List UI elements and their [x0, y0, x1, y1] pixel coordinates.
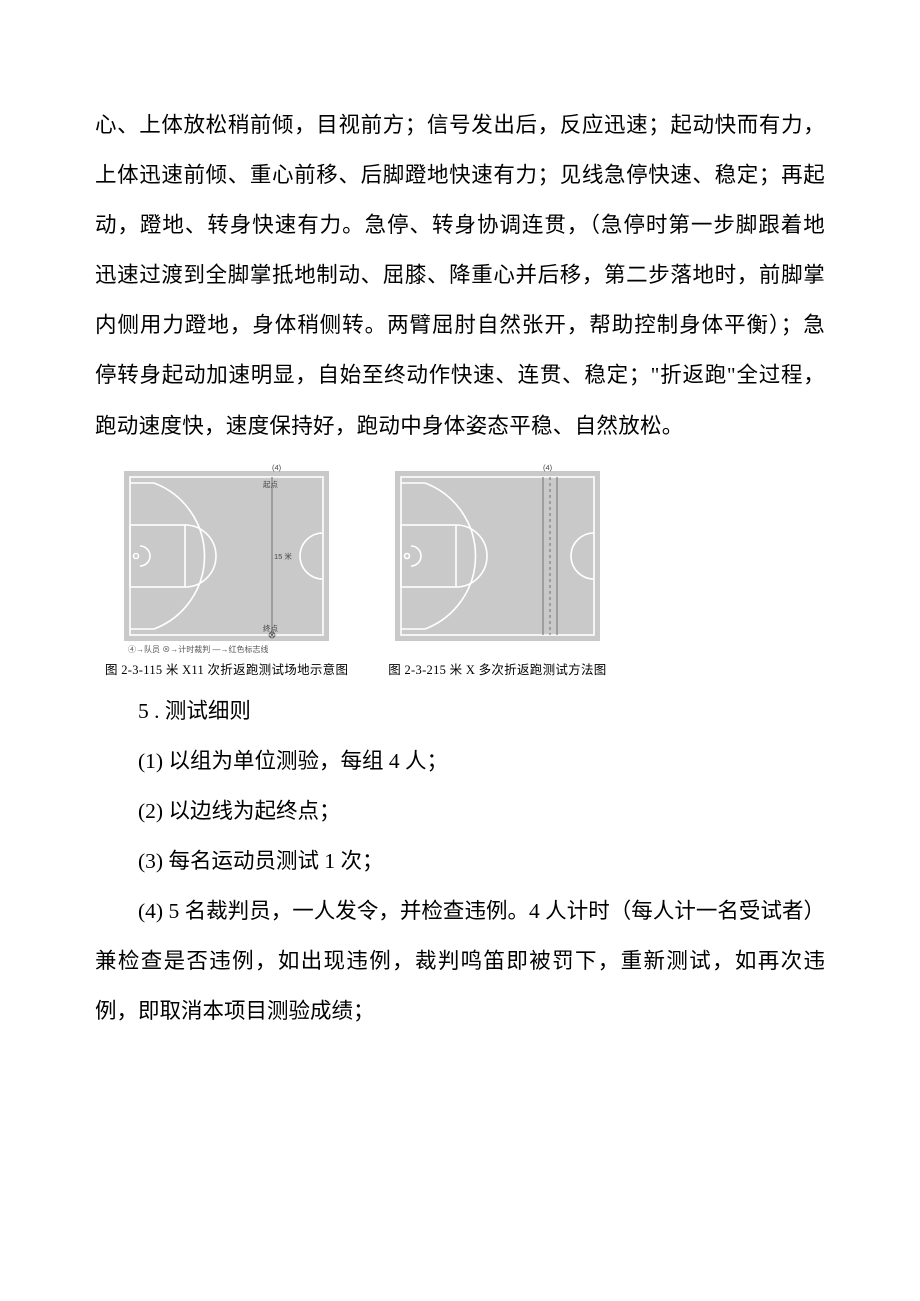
- fig1-end-label: 终点: [263, 623, 278, 633]
- fig1-legend: ④→队员 ⊗→计时裁判 —→红色标志线: [128, 644, 268, 654]
- main-paragraph: 心、上体放松稍前倾，目视前方；信号发出后，反应迅速；起动快而有力，上体迅速前倾、…: [95, 100, 825, 451]
- fig2-top-label: (4): [543, 463, 553, 472]
- outer-area: [124, 471, 329, 641]
- test-rule-3: (3) 每名运动员测试 1 次；: [95, 836, 825, 886]
- fig1-top-label: (4): [272, 463, 282, 472]
- figure-2: (4) 图 2-3-215 米 X 多次折返跑测试方法图: [388, 463, 606, 678]
- test-rule-1: (1) 以组为单位测验，每组 4 人；: [95, 736, 825, 786]
- figure-row: (4) 起点 15 米 终点 ④→队员 ⊗→: [105, 463, 825, 678]
- court-diagram-2: (4): [395, 463, 600, 655]
- fig1-start-label: 起点: [263, 480, 278, 489]
- test-rule-2: (2) 以边线为起终点；: [95, 786, 825, 836]
- fig1-caption: 图 2-3-115 米 X11 次折返跑测试场地示意图: [105, 659, 348, 678]
- outer-area-2: [395, 471, 600, 641]
- fig2-caption: 图 2-3-215 米 X 多次折返跑测试方法图: [388, 659, 606, 678]
- fig1-distance: 15 米: [274, 551, 292, 561]
- court-diagram-1: (4) 起点 15 米 终点 ④→队员 ⊗→: [124, 463, 329, 655]
- figure-1: (4) 起点 15 米 终点 ④→队员 ⊗→: [105, 463, 348, 678]
- section-heading: 5 . 测试细则: [95, 686, 825, 736]
- test-rule-4: (4) 5 名裁判员，一人发令，并检查违例。4 人计时（每人计一名受试者）兼检查…: [95, 886, 825, 1036]
